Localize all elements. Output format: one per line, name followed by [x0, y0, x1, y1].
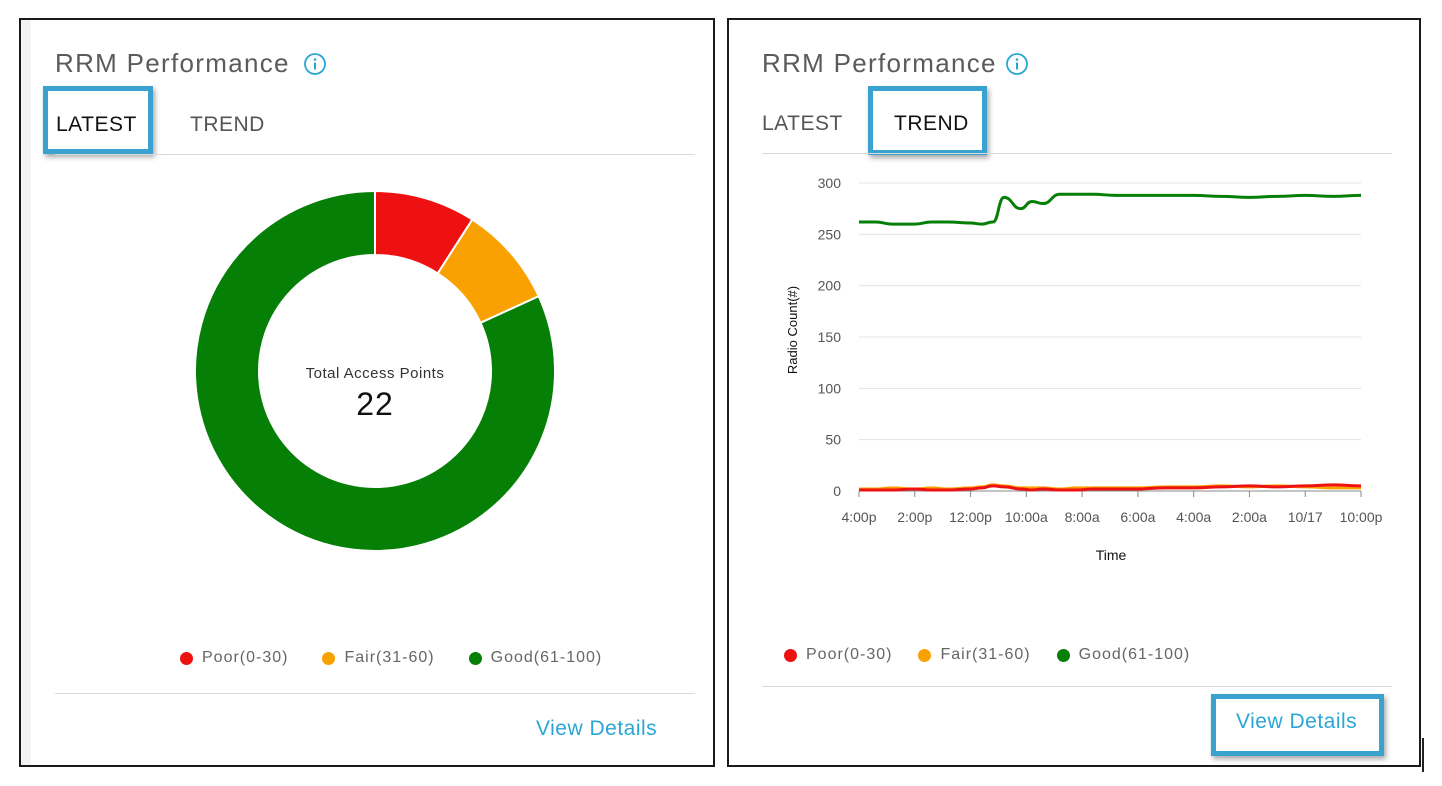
x-tick-label: 10:00p [1340, 509, 1383, 525]
y-tick-label: 250 [818, 226, 842, 242]
x-tick-label: 10/17 [1288, 509, 1323, 525]
legend-item-good: Good(61-100) [1056, 646, 1191, 664]
tab-highlight-box [43, 86, 153, 154]
legend-dot-poor [784, 648, 797, 662]
tab-trend[interactable]: TREND [894, 112, 969, 135]
y-tick-label: 50 [825, 432, 841, 448]
x-axis-label: Time [1096, 547, 1127, 563]
legend-dot-good [1056, 648, 1070, 662]
x-tick-label: 12:00p [949, 509, 992, 525]
x-tick-label: 2:00a [1232, 509, 1267, 525]
tab-latest[interactable]: LATEST [56, 113, 137, 136]
x-tick-label: 8:00a [1065, 509, 1100, 525]
x-tick-label: 10:00a [1005, 509, 1048, 525]
legend: Poor(0-30) Fair(31-60) Good(61-100) [180, 649, 636, 667]
x-tick-label: 6:00a [1120, 509, 1155, 525]
legend-item-poor: Poor(0-30) [784, 646, 892, 664]
footer-divider [762, 686, 1392, 687]
x-tick-label: 2:00p [897, 509, 932, 525]
rrm-performance-trend-panel: RRM Performance LATEST TREND 0 50 100 150 20… [727, 18, 1421, 767]
tabs-divider [55, 154, 695, 155]
panel-edge [21, 20, 31, 765]
y-tick-label: 100 [818, 380, 842, 396]
view-details-highlight-box [1211, 694, 1384, 756]
rrm-performance-latest-panel: RRM Performance LATEST TREND Total Acces… [19, 18, 715, 767]
donut-center-value: 22 [356, 386, 394, 422]
view-details-link[interactable]: View Details [1236, 710, 1358, 733]
donut-center-label: Total Access Points [306, 365, 445, 382]
tab-trend[interactable]: TREND [190, 113, 265, 136]
y-tick-label: 150 [818, 329, 842, 345]
y-tick-label: 200 [818, 278, 842, 294]
legend-label-fair: Fair(31-60) [940, 646, 1031, 663]
view-details-link[interactable]: View Details [536, 717, 658, 740]
x-tick-label: 4:00p [841, 509, 876, 525]
panel-title: RRM Performance [762, 48, 997, 78]
tabs-divider [762, 153, 1392, 154]
tab-highlight-box [868, 86, 987, 155]
legend-label-poor: Poor(0-30) [806, 646, 893, 663]
legend-label-good: Good(61-100) [490, 649, 603, 666]
text-cursor [1422, 738, 1424, 772]
legend-item-good: Good(61-100) [468, 649, 603, 667]
legend-dot-poor [180, 651, 193, 665]
tab-latest[interactable]: LATEST [762, 112, 843, 135]
series-line-poor[interactable] [858, 483, 1362, 492]
legend-item-poor: Poor(0-30) [180, 649, 288, 667]
legend-item-fair: Fair(31-60) [322, 649, 434, 667]
info-icon[interactable] [1005, 52, 1029, 76]
legend-dot-good [468, 651, 482, 665]
series-line-good[interactable] [858, 192, 1362, 226]
legend-label-good: Good(61-100) [1078, 646, 1191, 663]
footer-divider [55, 693, 695, 694]
trend-line-chart: 0 50 100 150 200 250 300 4:00p 2:00p 12:00p 10:00… [785, 175, 1383, 563]
y-tick-label: 0 [833, 483, 841, 499]
donut-slice-good[interactable] [195, 190, 555, 552]
y-tick-label: 300 [818, 175, 842, 191]
legend-dot-fair [918, 648, 932, 662]
legend-dot-fair [322, 651, 336, 665]
legend-label-poor: Poor(0-30) [202, 649, 289, 666]
panel-title: RRM Performance [55, 48, 290, 78]
y-axis-label: Radio Count(#) [785, 286, 800, 374]
info-icon[interactable] [303, 52, 327, 76]
donut-chart: Total Access Points 22 [195, 190, 555, 552]
x-tick-label: 4:00a [1176, 509, 1211, 525]
legend-item-fair: Fair(31-60) [918, 646, 1030, 664]
legend: Poor(0-30) Fair(31-60) Good(61-100) [784, 646, 1224, 664]
legend-label-fair: Fair(31-60) [344, 649, 435, 666]
